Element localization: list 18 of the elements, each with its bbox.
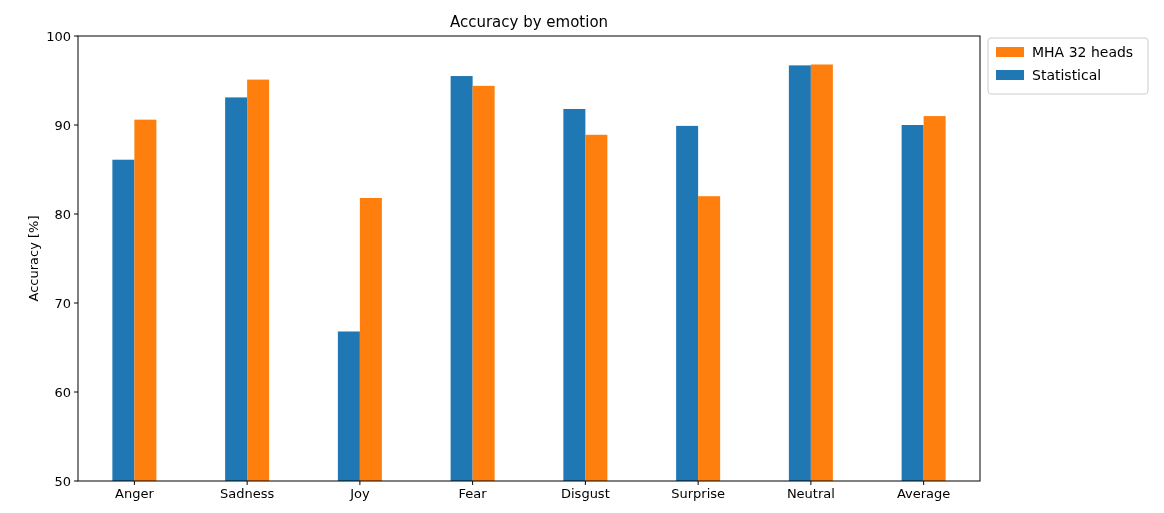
y-tick-label: 90	[54, 117, 71, 133]
y-tick-label: 70	[54, 295, 71, 311]
y-axis-title: Accuracy [%]	[26, 215, 41, 302]
x-tick-label: Anger	[115, 486, 155, 501]
x-tick-label: Sadness	[219, 486, 275, 501]
y-tick-label: 50	[54, 473, 71, 489]
legend-label: MHA 32 heads	[1032, 43, 1134, 60]
y-tick-label: 80	[54, 206, 71, 222]
x-tick-label: Neutral	[786, 486, 835, 501]
x-tick-label: Joy	[349, 486, 370, 501]
x-tick-label: Average	[896, 486, 951, 501]
y-tick-label: 100	[46, 28, 71, 44]
x-tick-label: Surprise	[671, 486, 726, 501]
legend-label: Statistical	[1032, 66, 1102, 83]
chart-title: Accuracy by emotion	[449, 13, 609, 31]
x-tick-label: Disgust	[560, 486, 610, 501]
y-tick-label: 60	[54, 384, 71, 400]
x-tick-label: Fear	[458, 486, 488, 501]
